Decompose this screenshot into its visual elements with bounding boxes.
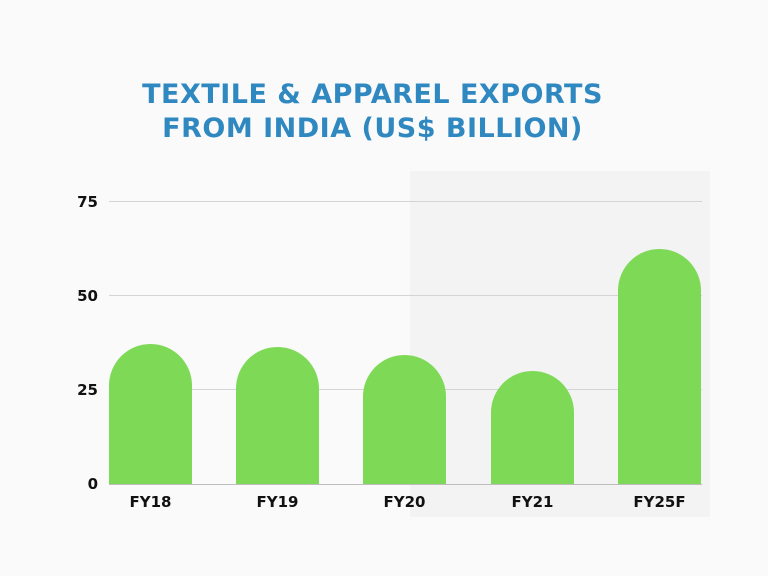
chart-title: TEXTILE & APPAREL EXPORTS FROM INDIA (US… xyxy=(0,78,745,146)
bar-fy25f xyxy=(618,249,701,484)
x-label-fy25f: FY25F xyxy=(633,493,686,511)
gridline-75 xyxy=(109,201,702,202)
bar-fy19 xyxy=(236,347,319,484)
gridline-50 xyxy=(109,295,702,296)
y-tick-50: 50 xyxy=(77,287,98,305)
x-label-fy18: FY18 xyxy=(129,493,172,511)
y-tick-25: 25 xyxy=(77,381,98,399)
x-axis-line xyxy=(109,484,702,485)
chart-title-line-2: FROM INDIA (US$ BILLION) xyxy=(162,113,583,144)
y-tick-75: 75 xyxy=(77,193,98,211)
bar-fy21 xyxy=(491,370,574,484)
chart-title-line-1: TEXTILE & APPAREL EXPORTS xyxy=(142,79,603,110)
x-label-fy21: FY21 xyxy=(511,493,554,511)
x-label-fy20: FY20 xyxy=(383,493,426,511)
x-label-fy19: FY19 xyxy=(256,493,299,511)
bar-fy18 xyxy=(109,343,192,484)
bar-fy20 xyxy=(363,354,446,484)
y-tick-0: 0 xyxy=(87,475,98,493)
